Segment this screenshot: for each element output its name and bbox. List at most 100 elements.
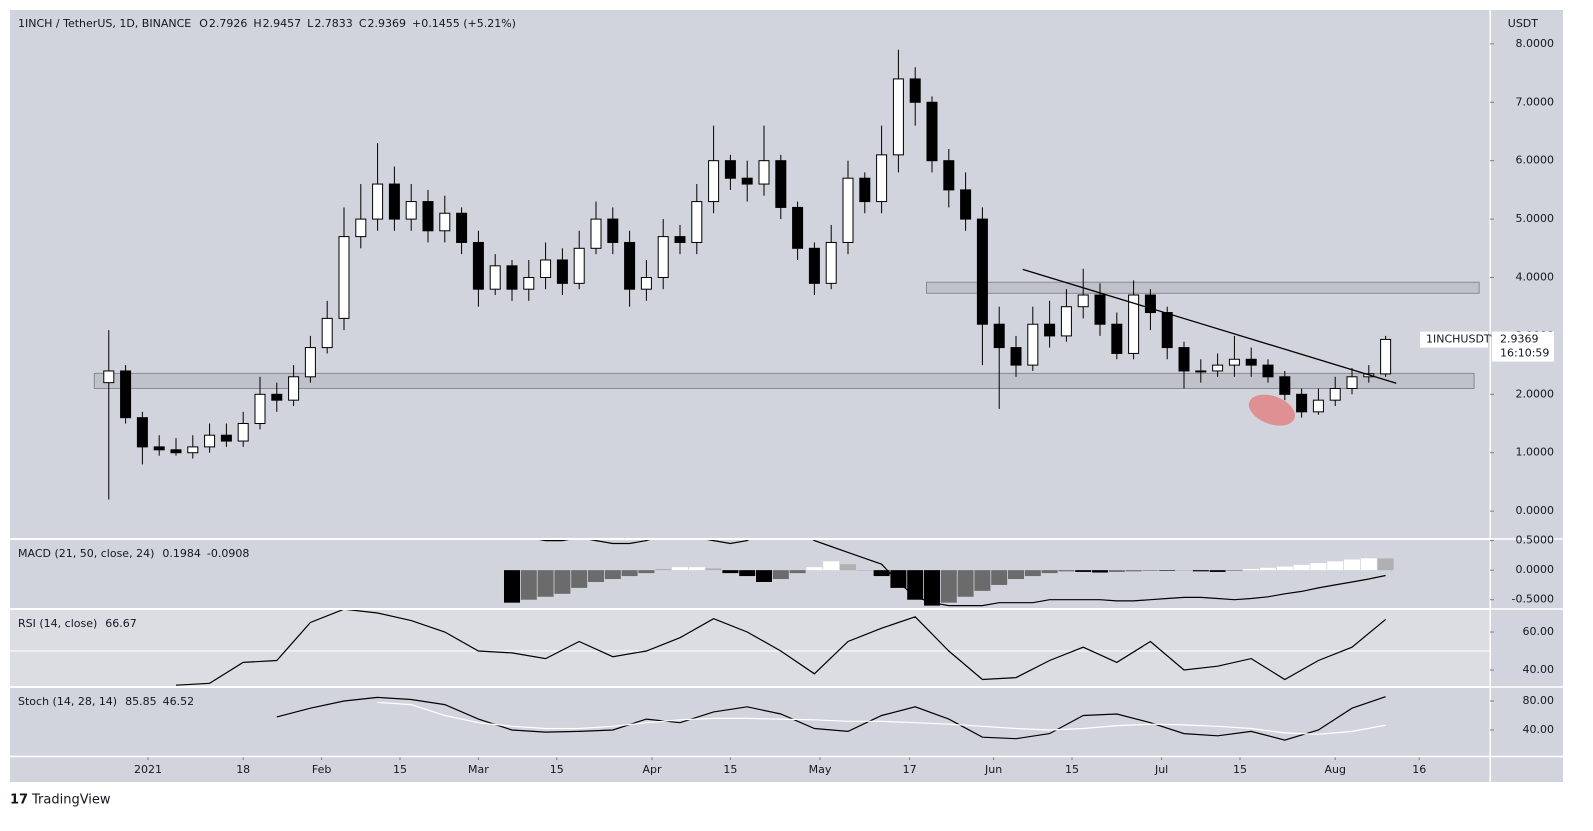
candle-body	[271, 393, 283, 401]
candle-body	[372, 183, 384, 220]
histogram-bar	[806, 567, 823, 571]
candle-body	[120, 370, 132, 419]
histogram-bar	[1377, 558, 1394, 571]
indicator-line	[276, 696, 1386, 741]
candle-body	[456, 212, 468, 243]
candle-body	[489, 265, 501, 290]
histogram-bar	[655, 568, 672, 571]
pane-content	[93, 49, 1480, 500]
indicator-line	[538, 540, 1386, 607]
candle-body	[1144, 294, 1156, 314]
histogram-bar	[1260, 567, 1277, 571]
histogram-bar	[1008, 570, 1025, 580]
y-tick-label: -0.5000	[1512, 593, 1554, 606]
histogram-bar	[671, 567, 688, 571]
x-tick-label: Feb	[312, 763, 331, 776]
candle-body	[170, 449, 182, 454]
x-tick-label: Mar	[468, 763, 489, 776]
stoch-pane	[10, 688, 1490, 756]
candle-body	[657, 236, 669, 279]
candle-body	[859, 177, 871, 203]
ohlc-value: 2.9369	[368, 17, 407, 30]
histogram-bar	[1092, 570, 1109, 573]
candle-body	[288, 376, 300, 401]
candle-body	[993, 323, 1005, 349]
x-tick-label: Jun	[984, 763, 1002, 776]
y-tick-label: 0.0000	[1516, 563, 1555, 576]
zone	[926, 281, 1480, 294]
time-axis	[10, 757, 1490, 782]
candle-body	[842, 177, 854, 243]
x-tick-label: 15	[1233, 763, 1247, 776]
x-tick-label: May	[809, 763, 832, 776]
candle-body	[1228, 358, 1240, 366]
pane-readout: 0.1984	[162, 547, 201, 560]
candle-body	[1010, 347, 1022, 366]
histogram-bar	[1209, 570, 1226, 572]
histogram-bar	[789, 570, 806, 574]
pane-content	[10, 610, 1490, 686]
histogram-bar	[520, 570, 537, 600]
pane-content	[503, 540, 1394, 607]
candle-body	[1094, 294, 1106, 325]
y-tick-label: 80.00	[1523, 694, 1555, 707]
candle-body	[943, 160, 955, 191]
histogram-bar	[924, 570, 941, 606]
pane-readout: 46.52	[163, 695, 195, 708]
brand-logo: 17	[10, 793, 28, 808]
price-axis	[1491, 10, 1563, 782]
x-tick-label: 15	[550, 763, 564, 776]
candle-body	[590, 218, 602, 249]
candle-body	[321, 317, 333, 349]
main-pane	[10, 10, 1490, 538]
candle-body	[422, 201, 434, 232]
histogram-bar	[1344, 559, 1361, 571]
y-tick-label: 40.00	[1523, 723, 1555, 736]
candle-body	[1027, 323, 1039, 366]
y-tick-label: 5.0000	[1516, 212, 1555, 225]
histogram-bar	[940, 570, 957, 603]
x-tick-label: 17	[903, 763, 917, 776]
y-tick-label: 40.00	[1523, 663, 1555, 676]
candle-body	[439, 212, 451, 232]
price-tag	[1492, 331, 1554, 362]
x-tick-label: 18	[236, 763, 250, 776]
ohlc-value: 2.7833	[314, 17, 353, 30]
pane-readout: 66.67	[105, 617, 137, 630]
histogram-bar	[1360, 558, 1377, 571]
candle-body	[153, 446, 165, 451]
y-tick-label: 60.00	[1523, 625, 1555, 638]
x-tick-label: 15	[1065, 763, 1079, 776]
x-tick-label: 2021	[134, 763, 162, 776]
pane-content	[276, 696, 1386, 741]
pane-title: Stoch (14, 28, 14)	[18, 695, 117, 708]
candle-body	[792, 206, 804, 249]
axis-unit: USDT	[1508, 17, 1539, 30]
candle-body	[355, 218, 367, 238]
candle-body	[540, 259, 552, 279]
y-tick-label: 2.0000	[1516, 387, 1555, 400]
candle-body	[1161, 312, 1173, 349]
candle-body	[103, 370, 115, 384]
candle-body	[187, 446, 199, 454]
candle-body	[1044, 323, 1056, 337]
x-tick-label: Jul	[1154, 763, 1168, 776]
histogram-bar	[1058, 570, 1075, 572]
histogram-bar	[1108, 570, 1125, 572]
candle-body	[624, 241, 636, 290]
histogram-bar	[739, 570, 756, 577]
histogram-bar	[537, 570, 554, 597]
histogram-bar	[1293, 564, 1310, 571]
candle-body	[640, 277, 652, 290]
candle-body	[926, 101, 938, 162]
candle-body	[1060, 306, 1072, 337]
candle-body	[775, 160, 787, 208]
candle-body	[1380, 338, 1392, 375]
x-tick-label: 15	[723, 763, 737, 776]
price-change: +0.1455 (+5.21%)	[412, 17, 516, 30]
candle-body	[1245, 358, 1257, 366]
y-tick-label: 6.0000	[1516, 154, 1555, 167]
histogram-bar	[1327, 561, 1344, 571]
histogram-bar	[1226, 570, 1243, 571]
